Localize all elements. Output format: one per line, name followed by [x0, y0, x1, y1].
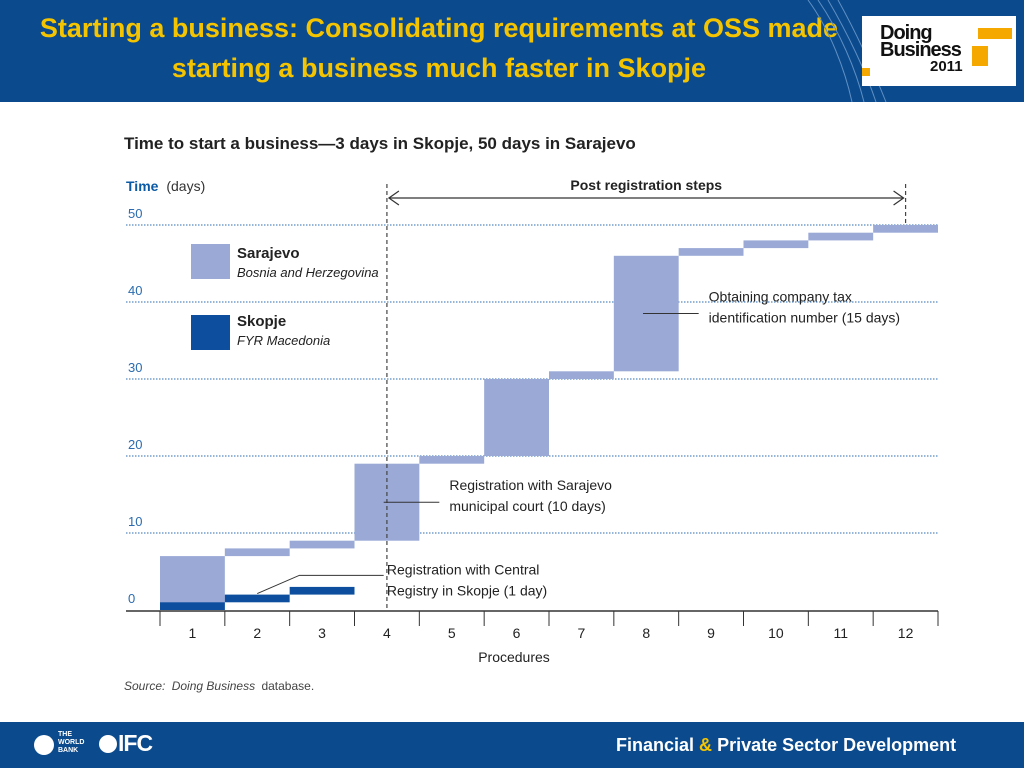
x-tick-label: 1 [189, 625, 197, 641]
bar-sarajevo [289, 540, 355, 549]
bracket-arrow-head-left [387, 190, 400, 206]
y-axis-label: Time (days) [126, 178, 205, 194]
fpsd-rest: Private Sector Development [717, 735, 957, 755]
annotation-line2: identification number (15 days) [709, 310, 900, 326]
bar-sarajevo [808, 232, 874, 241]
bar-skopje [224, 594, 290, 603]
x-tick-label: 2 [253, 625, 261, 641]
logo-accent-dot [862, 68, 870, 76]
y-tick-label: 30 [128, 360, 142, 375]
y-axis-label-main: Time [126, 178, 159, 194]
logo-accent-bar [978, 28, 1012, 39]
bar-sarajevo [224, 548, 290, 557]
y-axis-label-unit: (days) [166, 178, 205, 194]
bar-sarajevo [419, 456, 485, 464]
source-rest: database. [261, 679, 314, 693]
legend-skopje-name: Skopje [237, 313, 286, 330]
y-tick-label: 10 [128, 514, 142, 529]
legend-sarajevo-country: Bosnia and Herzegovina [237, 265, 379, 280]
logo-word-doing: Doing [880, 22, 933, 44]
bar-sarajevo [160, 556, 225, 610]
x-tick-label: 9 [707, 625, 715, 641]
slide-title: Starting a business: Consolidating requi… [39, 13, 839, 83]
bracket-label: Post registration steps [570, 177, 722, 193]
slide-footer [0, 722, 1024, 768]
bar-sarajevo [484, 379, 549, 456]
y-tick-label: 50 [128, 206, 142, 221]
logo-accent-bar [972, 46, 988, 66]
x-tick-label: 12 [898, 625, 914, 641]
fpsd-ampersand: & [699, 735, 713, 755]
logo-year: 2011 [930, 58, 963, 75]
bar-skopje [289, 586, 355, 595]
world-bank-label: THE WORLD BANK [58, 731, 85, 754]
chart-source: Source: Doing Business database. [124, 679, 314, 693]
legend-swatch-sarajevo [191, 244, 230, 279]
x-tick-label: 3 [318, 625, 326, 641]
bar-sarajevo [549, 371, 614, 379]
annotation-leader-line [257, 574, 384, 595]
annotation-line1: Registration with Sarajevo [449, 477, 612, 493]
slide-header: Starting a business: Consolidating requi… [0, 0, 1024, 102]
bar-sarajevo [873, 225, 938, 233]
ifc-label: IFC [118, 730, 153, 756]
x-axis-label: Procedures [478, 649, 550, 665]
x-tick-label: 7 [578, 625, 586, 641]
bar-sarajevo [678, 248, 744, 256]
logo-word-business: Business [880, 39, 962, 61]
annotation-line2: Registry in Skopje (1 day) [387, 582, 547, 598]
x-tick-label: 11 [833, 625, 848, 641]
x-tick-label: 5 [448, 625, 456, 641]
source-label: Source: [124, 679, 165, 693]
annotation-line1: Obtaining company tax [709, 289, 852, 305]
x-tick-label: 8 [642, 625, 650, 641]
x-tick-label: 4 [383, 625, 391, 641]
fpsd-financial: Financial [616, 735, 695, 755]
legend-sarajevo-name: Sarajevo [237, 245, 300, 262]
doing-business-logo: Doing Business 2011 [862, 16, 1016, 86]
waterfall-chart: Time to start a business—3 days in Skopj… [124, 134, 939, 693]
annotation-line1: Registration with Central [387, 561, 540, 577]
legend-swatch-skopje [191, 315, 230, 350]
ifc-globe-icon [99, 735, 117, 753]
bracket-arrow-head-right [893, 190, 905, 206]
x-tick-label: 10 [768, 625, 784, 641]
y-tick-label: 40 [128, 283, 142, 298]
bar-skopje [160, 602, 225, 610]
legend-skopje-country: FYR Macedonia [237, 333, 330, 348]
annotation-line2: municipal court (10 days) [449, 498, 605, 514]
chart-title: Time to start a business—3 days in Skopj… [124, 134, 636, 153]
y-tick-label: 20 [128, 437, 142, 452]
bar-sarajevo [743, 240, 809, 249]
y-tick-label: 0 [128, 591, 135, 606]
source-name: Doing Business [172, 679, 255, 693]
fpsd-label: Financial & Private Sector Development [616, 735, 956, 756]
x-tick-label: 6 [513, 625, 521, 641]
world-bank-globe-icon [34, 735, 54, 755]
